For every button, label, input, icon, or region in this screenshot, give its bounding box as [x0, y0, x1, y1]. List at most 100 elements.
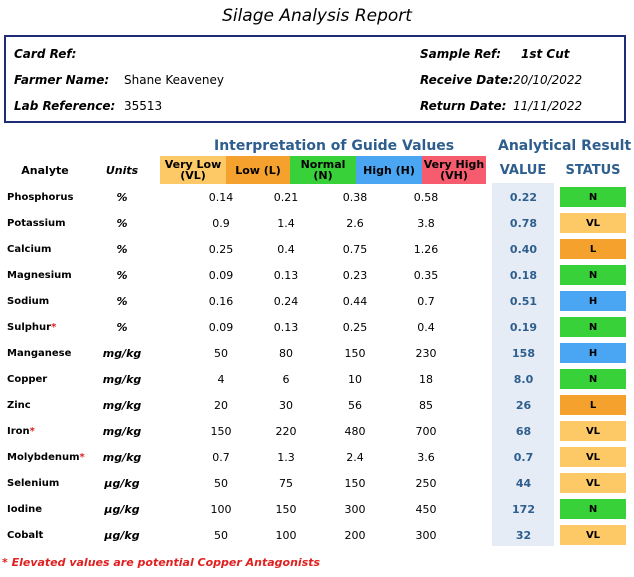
return-date-value: 11/11/2022 [513, 99, 583, 113]
low-value: 80 [279, 346, 293, 360]
antagonist-marker: * [79, 451, 85, 463]
normal-value: 480 [344, 424, 366, 438]
low-value: 0.21 [273, 190, 299, 204]
result-value: 0.40 [509, 242, 538, 256]
table-row: Manganese mg/kg 50 80 150 230 158 H [0, 340, 634, 366]
analyte-label: Iron [7, 425, 30, 437]
normal-value: 2.6 [346, 216, 364, 230]
antagonist-marker: * [29, 425, 35, 437]
unit-cell: % [116, 190, 128, 204]
result-value: 68 [515, 424, 532, 438]
high-value: 0.58 [413, 190, 439, 204]
analyte-label: Molybdenum [7, 451, 80, 463]
sample-ref-label: Sample Ref: [420, 47, 502, 61]
normal-header: Normal (N) [290, 156, 356, 184]
analyte-label: Calcium [7, 243, 52, 255]
normal-value: 10 [348, 372, 362, 386]
table-row: Selenium µg/kg 50 75 150 250 44 VL [0, 470, 634, 496]
table-row: Sodium% 0.16 0.24 0.44 0.7 0.51 H [0, 288, 634, 314]
table-row: Molybdenum * mg/kg 0.7 1.3 2.4 3.6 0.7 VL [0, 444, 634, 470]
value-column-background [492, 183, 554, 546]
result-value: 0.7 [513, 450, 534, 464]
high-value: 230 [415, 346, 437, 360]
low-value: 1.3 [277, 450, 295, 464]
table-row: Iodine µg/kg 100 150 300 450 172 N [0, 496, 634, 522]
status-badge: H [560, 343, 626, 363]
very-low-value: 4 [217, 372, 225, 386]
normal-value: 0.38 [342, 190, 368, 204]
normal-value: 150 [344, 476, 366, 490]
unit-cell: µg/kg [104, 476, 140, 490]
status-badge: N [560, 369, 626, 389]
table-row: Potassium% 0.9 1.4 2.6 3.8 0.78 VL [0, 210, 634, 236]
result-value: 172 [512, 502, 535, 516]
very-low-header-line1: Very Low [164, 158, 222, 171]
very-low-value: 20 [214, 398, 228, 412]
high-value: 1.26 [413, 242, 439, 256]
lab-reference-value: 35513 [124, 99, 163, 113]
analyte-label: Manganese [7, 347, 72, 359]
result-value: 0.22 [509, 190, 538, 204]
low-header: Low (L) [226, 156, 290, 184]
analyte-name: Sodium [7, 288, 49, 314]
unit-cell: mg/kg [102, 398, 142, 412]
analyte-name: Selenium [7, 470, 59, 496]
analyte-name: Molybdenum * [7, 444, 85, 470]
analyte-name: Magnesium [7, 262, 72, 288]
analyte-label: Cobalt [7, 529, 44, 541]
result-value: 0.19 [509, 320, 538, 334]
very-low-value: 0.09 [208, 320, 234, 334]
status-badge: VL [560, 421, 626, 441]
normal-value: 0.44 [342, 294, 368, 308]
analyte-label: Phosphorus [7, 191, 74, 203]
analyte-name: Manganese [7, 340, 71, 366]
analyte-name: Iodine [7, 496, 42, 522]
analyte-label: Sulphur [7, 321, 52, 333]
very-low-value: 50 [214, 476, 228, 490]
high-value: 0.35 [413, 268, 439, 282]
low-value: 100 [275, 528, 297, 542]
normal-value: 0.25 [342, 320, 368, 334]
low-value: 0.13 [273, 268, 299, 282]
receive-date-value: 20/10/2022 [513, 73, 583, 87]
result-value: 0.78 [509, 216, 538, 230]
analyte-name: Phosphorus [7, 184, 73, 210]
high-value: 85 [419, 398, 433, 412]
analyte-name: Potassium [7, 210, 66, 236]
low-value: 75 [279, 476, 293, 490]
table-row: Magnesium% 0.09 0.13 0.23 0.35 0.18 N [0, 262, 634, 288]
return-date-label: Return Date: [420, 99, 507, 113]
high-value: 3.8 [417, 216, 435, 230]
unit-cell: mg/kg [102, 346, 142, 360]
high-value: 450 [415, 502, 437, 516]
high-value: 3.6 [417, 450, 435, 464]
result-value: 32 [515, 528, 532, 542]
table-row: Zinc mg/kg 20 30 56 85 26 L [0, 392, 634, 418]
very-low-value: 0.9 [212, 216, 230, 230]
very-high-header: Very High (VH) [422, 156, 486, 184]
analyte-label: Copper [7, 373, 48, 385]
normal-value: 200 [344, 528, 366, 542]
very-low-value: 50 [214, 528, 228, 542]
status-badge: N [560, 317, 626, 337]
analyte-label: Iodine [7, 503, 43, 515]
low-value: 0.13 [273, 320, 299, 334]
low-value: 0.4 [277, 242, 295, 256]
status-badge: H [560, 291, 626, 311]
normal-value: 300 [344, 502, 366, 516]
status-badge: L [560, 395, 626, 415]
result-value: 44 [515, 476, 532, 490]
low-value: 150 [275, 502, 297, 516]
guide-values-heading: Interpretation of Guide Values [214, 138, 455, 154]
very-low-value: 50 [214, 346, 228, 360]
table-row: Sulphur *% 0.09 0.13 0.25 0.4 0.19 N [0, 314, 634, 340]
unit-cell: mg/kg [102, 372, 142, 386]
unit-cell: mg/kg [102, 450, 142, 464]
high-value: 300 [415, 528, 437, 542]
very-low-value: 0.16 [208, 294, 234, 308]
unit-cell: % [116, 320, 128, 334]
low-value: 6 [282, 372, 290, 386]
result-value: 0.51 [509, 294, 538, 308]
unit-cell: % [116, 242, 128, 256]
analyte-name: Zinc [7, 392, 31, 418]
